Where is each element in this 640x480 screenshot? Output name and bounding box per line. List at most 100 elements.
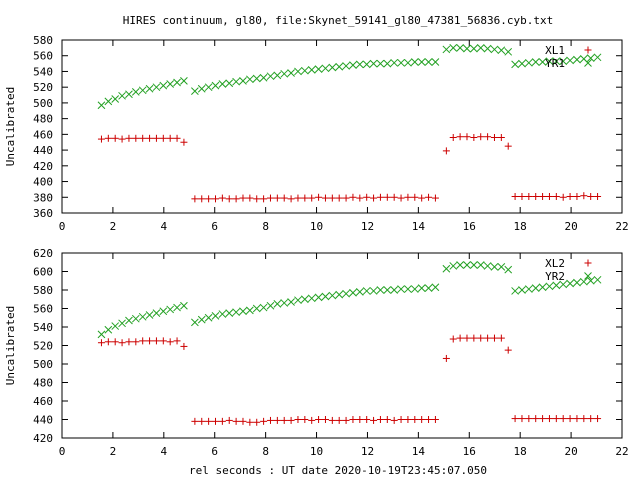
data-point [239, 307, 247, 316]
data-point [497, 134, 505, 142]
plot-frame [61, 39, 623, 214]
data-point [511, 415, 519, 423]
plot-frame [61, 252, 623, 439]
data-point [490, 334, 498, 342]
data-point [315, 193, 323, 201]
data-point [294, 416, 302, 423]
data-point [301, 416, 309, 423]
data-point [424, 58, 433, 66]
x-tick-label: 18 [514, 220, 527, 233]
y-tick-label: 500 [33, 97, 53, 110]
x-tick-label: 12 [361, 220, 374, 233]
data-point [586, 276, 595, 285]
data-point [300, 295, 309, 304]
data-point [97, 330, 106, 339]
x-tick-label: 22 [615, 220, 628, 233]
data-point [104, 97, 113, 106]
data-point [321, 416, 329, 423]
y-tick-label: 480 [33, 377, 53, 390]
y-tick-label: 580 [33, 34, 53, 47]
data-point [370, 194, 378, 202]
data-point [211, 81, 220, 90]
x-tick-label: 4 [161, 445, 168, 458]
x-tick-label: 10 [310, 445, 323, 458]
data-point [166, 305, 175, 314]
data-point [232, 308, 240, 317]
data-point [524, 285, 533, 293]
data-point [173, 337, 181, 345]
data-point [218, 310, 227, 318]
data-point [280, 299, 289, 307]
data-point [504, 265, 513, 274]
data-point [390, 416, 398, 424]
data-point [280, 194, 288, 202]
data-point [559, 280, 568, 289]
data-point [197, 315, 206, 324]
data-point [587, 192, 595, 200]
data-point [125, 90, 133, 99]
data-point [232, 417, 240, 425]
data-point [383, 286, 392, 294]
x-tick-label: 6 [211, 445, 218, 458]
data-point [431, 283, 440, 292]
data-point [587, 415, 595, 423]
data-point [145, 84, 154, 93]
data-point [211, 417, 219, 425]
data-point [218, 194, 226, 202]
data-point [342, 289, 350, 298]
data-point [132, 134, 140, 142]
data-point [586, 54, 595, 62]
data-point [307, 294, 316, 303]
y-tick-label: 540 [33, 65, 53, 78]
data-point [538, 58, 547, 66]
data-point [308, 416, 316, 424]
data-point [404, 193, 412, 201]
data-point [273, 300, 282, 308]
data-point [504, 346, 512, 354]
data-point [104, 325, 113, 334]
y-axis-label: Uncalibrated [4, 306, 17, 385]
x-tick-label: 6 [211, 220, 218, 233]
data-point [573, 415, 581, 423]
data-point [397, 58, 405, 67]
data-point [470, 44, 478, 53]
data-point [376, 59, 385, 68]
data-point [504, 47, 513, 56]
data-point [511, 192, 519, 200]
data-point [314, 65, 323, 73]
data-point [418, 416, 426, 423]
series-yr2 [97, 261, 602, 339]
data-point [166, 80, 175, 88]
x-tick-label: 22 [615, 445, 628, 458]
data-point [531, 284, 540, 293]
data-point [456, 261, 464, 269]
data-point [321, 292, 330, 301]
legend-label: YR2 [545, 270, 565, 283]
data-point [253, 418, 261, 426]
data-point [139, 134, 147, 142]
data-point [573, 55, 581, 64]
data-point [218, 80, 227, 88]
data-point [418, 194, 426, 202]
data-point [152, 309, 161, 317]
data-point [138, 86, 147, 95]
data-point [260, 417, 268, 425]
data-point [131, 314, 140, 323]
y-tick-label: 480 [33, 113, 53, 126]
data-point [356, 416, 364, 423]
data-point [118, 91, 126, 100]
data-point [145, 311, 154, 319]
data-point [197, 84, 206, 93]
x-tick-label: 8 [262, 220, 269, 233]
data-point [545, 57, 554, 66]
data-point [442, 147, 450, 155]
data-point [97, 101, 106, 110]
data-point [456, 44, 464, 52]
data-point [539, 192, 547, 200]
y-axis-label: Uncalibrated [4, 87, 17, 166]
data-point [280, 416, 288, 424]
data-point [204, 83, 213, 92]
data-point [191, 87, 199, 95]
data-point [477, 133, 485, 141]
data-point [218, 417, 226, 425]
